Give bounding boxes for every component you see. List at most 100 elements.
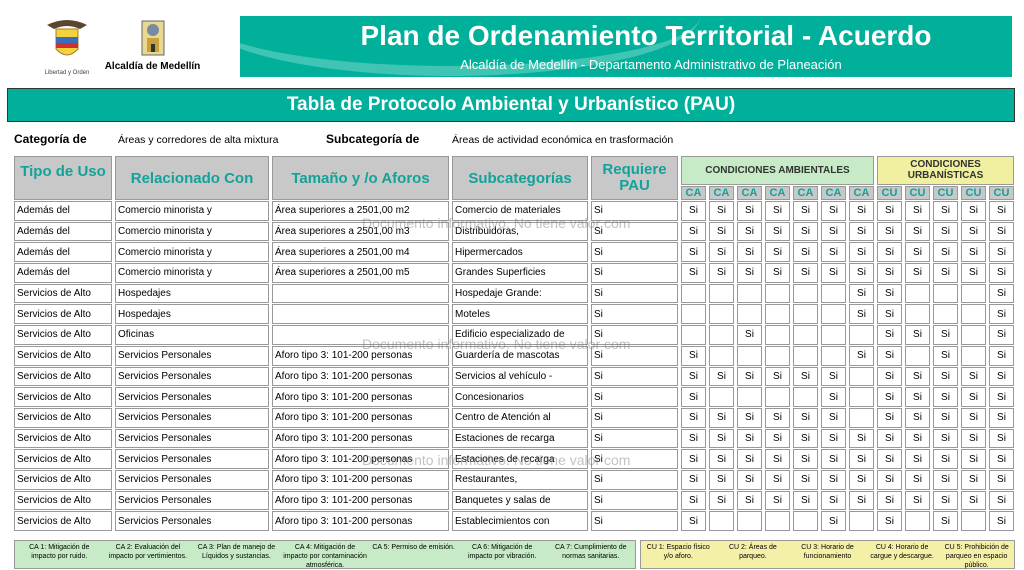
- cell-ca-2: Si: [709, 428, 734, 449]
- cell-cu-1: Si: [877, 428, 902, 449]
- cell-ca-4: Si: [765, 469, 790, 490]
- cell-cu-1: Si: [877, 304, 902, 325]
- cell-sub: Banquetes y salas de: [452, 490, 588, 511]
- cell-ca-3: Si: [737, 366, 762, 387]
- cell-ca-2: [709, 304, 734, 325]
- cell-cu-4: Si: [961, 366, 986, 387]
- legend-item-cu-5: CU 5: Prohibición de parqueo en espacio …: [944, 544, 1009, 570]
- table-title: Tabla de Protocolo Ambiental y Urbanísti…: [7, 88, 1015, 122]
- subheader-ca-5: CA: [793, 185, 818, 200]
- cell-rel: Comercio minorista y: [115, 201, 269, 221]
- cell-tam: Área superiores a 2501,00 m3: [272, 221, 449, 242]
- cell-ca-4: [765, 387, 790, 407]
- legend-item-ca-3: CA 3: Plan de manejo de Líquidos y susta…: [197, 544, 276, 561]
- legend-item-ca-5: CA 5: Permiso de emisión.: [372, 544, 455, 551]
- cell-ca-6: Si: [821, 366, 846, 387]
- subheader-cu-4: CU: [961, 185, 986, 200]
- cell-pau: Si: [591, 304, 678, 325]
- group-header-urbanisticas: CONDICIONES URBANÍSTICAS: [877, 156, 1014, 185]
- cell-ca-3: Si: [737, 221, 762, 242]
- cell-cu-5: Si: [989, 511, 1014, 531]
- cell-ca-3: Si: [737, 325, 762, 345]
- cell-cu-2: Si: [905, 221, 930, 242]
- cell-cu-2: Si: [905, 490, 930, 511]
- cell-cu-5: Si: [989, 221, 1014, 242]
- cell-ca-1: [681, 304, 706, 325]
- category-value: Áreas y corredores de alta mixtura: [118, 134, 279, 146]
- cell-ca-5: Si: [793, 366, 818, 387]
- cell-tipo: Servicios de Alto: [14, 387, 112, 407]
- cell-sub: Concesionarios: [452, 387, 588, 407]
- cell-rel: Servicios Personales: [115, 469, 269, 490]
- cell-tam: [272, 283, 449, 304]
- cell-ca-5: [793, 304, 818, 325]
- cell-ca-2: Si: [709, 449, 734, 469]
- col-header-tamano: Tamaño y /o Aforos: [272, 156, 449, 200]
- cell-ca-3: [737, 511, 762, 531]
- cell-sub: Establecimientos con: [452, 511, 588, 531]
- cell-tipo: Además del: [14, 201, 112, 221]
- cell-cu-5: Si: [989, 283, 1014, 304]
- cell-ca-6: Si: [821, 428, 846, 449]
- cell-ca-6: Si: [821, 201, 846, 221]
- cell-ca-6: Si: [821, 242, 846, 263]
- cell-tam: Aforo tipo 3: 101-200 personas: [272, 449, 449, 469]
- cell-ca-2: [709, 325, 734, 345]
- cell-ca-1: [681, 325, 706, 345]
- legend-cu: CU 1: Espacio físico y/o aforo. CU 2: Áre…: [640, 540, 1015, 569]
- cell-tipo: Servicios de Alto: [14, 283, 112, 304]
- cell-pau: Si: [591, 263, 678, 283]
- cell-tipo: Servicios de Alto: [14, 304, 112, 325]
- cell-ca-2: Si: [709, 263, 734, 283]
- cell-ca-2: Si: [709, 490, 734, 511]
- cell-pau: Si: [591, 428, 678, 449]
- cell-ca-2: [709, 283, 734, 304]
- pau-table: Tipo de Uso Relacionado Con Tamaño y /o …: [11, 155, 1017, 532]
- legend-item-cu-4: CU 4: Horario de cargue y descargue.: [870, 544, 934, 561]
- table-row: Servicios de Alto Hospedajes Moteles Si Si Si…: [14, 304, 1014, 325]
- cell-ca-1: Si: [681, 469, 706, 490]
- table-row: Además del Comercio minorista y Área super…: [14, 221, 1014, 242]
- cell-rel: Hospedajes: [115, 304, 269, 325]
- cell-sub: Estaciones de recarga: [452, 449, 588, 469]
- cell-cu-5: Si: [989, 325, 1014, 345]
- cell-ca-7: Si: [849, 428, 874, 449]
- cell-cu-1: Si: [877, 345, 902, 366]
- cell-tipo: Servicios de Alto: [14, 490, 112, 511]
- cell-ca-5: Si: [793, 221, 818, 242]
- cell-sub: Hospedaje Grande:: [452, 283, 588, 304]
- cell-ca-6: [821, 325, 846, 345]
- cell-cu-5: Si: [989, 242, 1014, 263]
- cell-cu-3: [933, 304, 958, 325]
- cell-ca-5: [793, 283, 818, 304]
- cell-tam: [272, 325, 449, 345]
- cell-ca-5: Si: [793, 469, 818, 490]
- table-row: Servicios de Alto Servicios Personales Afo…: [14, 449, 1014, 469]
- cell-ca-3: [737, 304, 762, 325]
- cell-pau: Si: [591, 469, 678, 490]
- cell-rel: Servicios Personales: [115, 345, 269, 366]
- cell-cu-4: [961, 283, 986, 304]
- cell-ca-4: Si: [765, 407, 790, 428]
- cell-ca-7: [849, 387, 874, 407]
- col-header-subcategorias: Subcategorías: [452, 156, 588, 200]
- cell-cu-4: Si: [961, 242, 986, 263]
- cell-ca-2: [709, 387, 734, 407]
- legend-ca: CA 1: Mitigación de impacto por ruido. CA…: [14, 540, 636, 569]
- cell-cu-3: Si: [933, 325, 958, 345]
- cell-ca-7: Si: [849, 242, 874, 263]
- cell-ca-3: Si: [737, 490, 762, 511]
- cell-cu-1: Si: [877, 242, 902, 263]
- cell-sub: Estaciones de recarga: [452, 428, 588, 449]
- cell-ca-2: Si: [709, 242, 734, 263]
- cell-cu-5: Si: [989, 407, 1014, 428]
- cell-cu-3: Si: [933, 511, 958, 531]
- table-row: Servicios de Alto Servicios Personales Afo…: [14, 511, 1014, 531]
- cell-sub: Servicios al vehículo -: [452, 366, 588, 387]
- cell-cu-3: Si: [933, 221, 958, 242]
- cell-cu-2: Si: [905, 428, 930, 449]
- cell-cu-5: Si: [989, 304, 1014, 325]
- cell-cu-4: [961, 304, 986, 325]
- cell-tam: Aforo tipo 3: 101-200 personas: [272, 428, 449, 449]
- cell-ca-2: Si: [709, 407, 734, 428]
